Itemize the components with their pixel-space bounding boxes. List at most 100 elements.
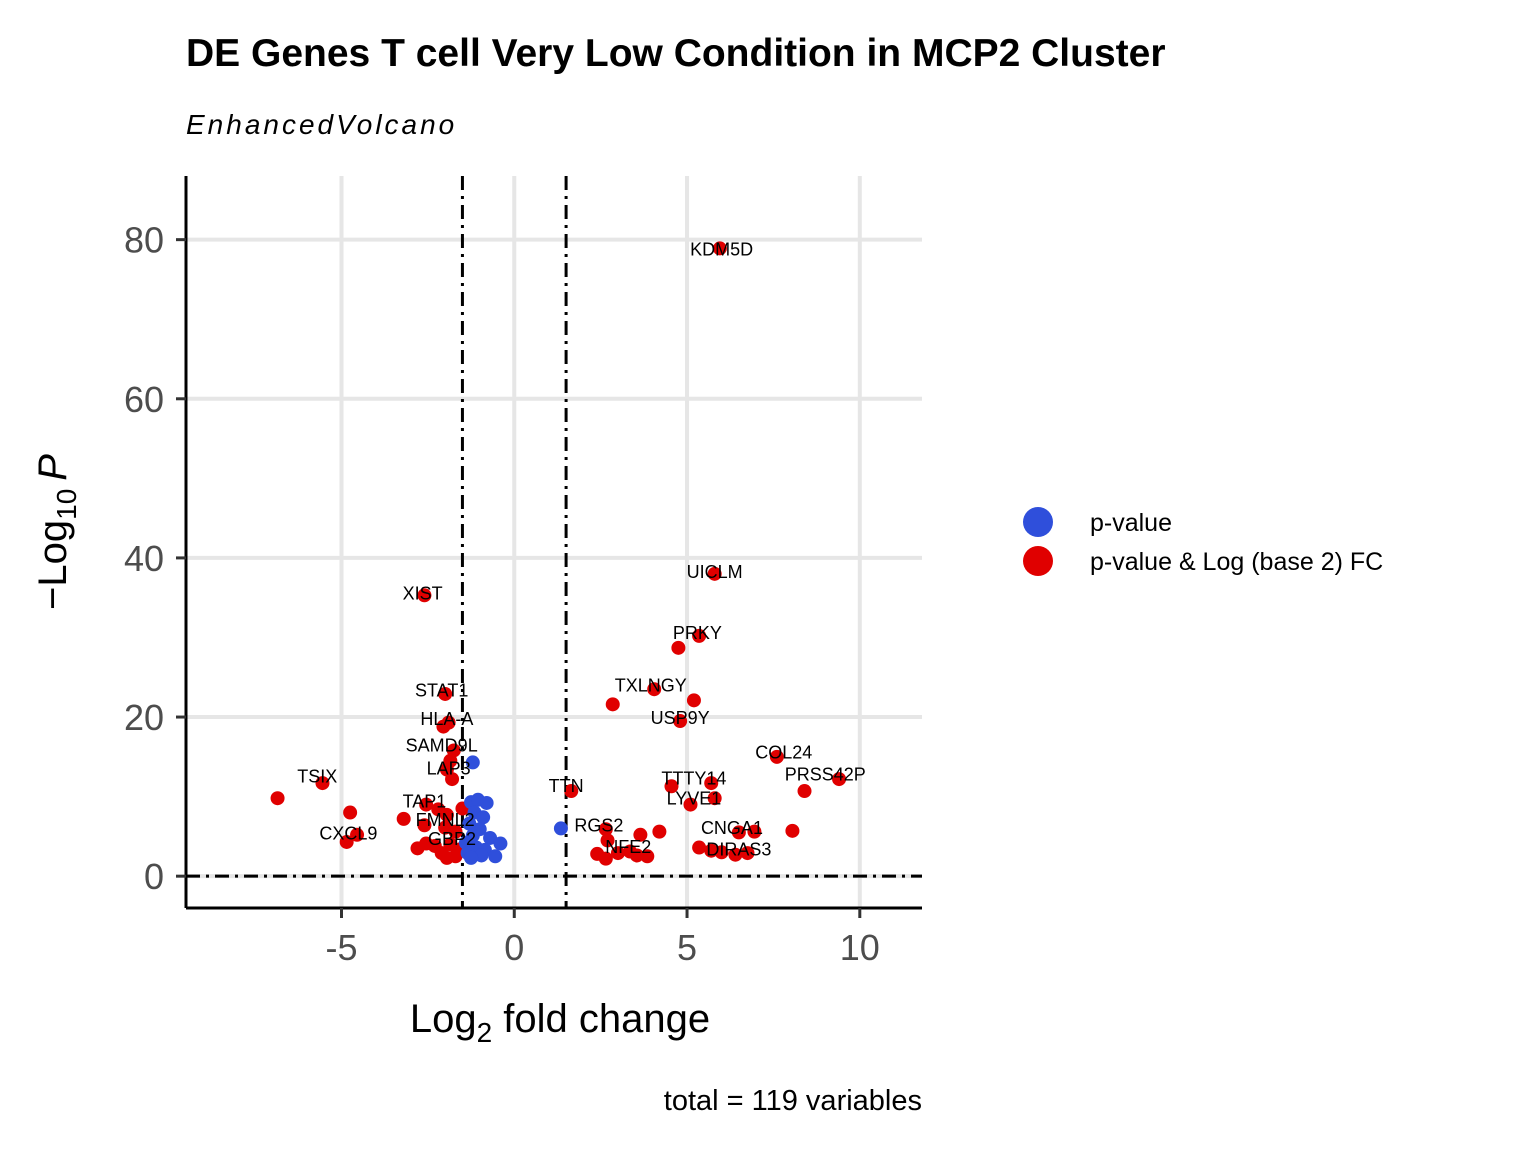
gene-labels: KDM5D UICLM XIST PRKY TXLNGY STAT1 USP9Y HLA-A S… — [297, 240, 865, 860]
data-point-both — [417, 818, 432, 833]
gene-label: TAP1 — [403, 792, 447, 812]
data-point-both — [707, 791, 722, 806]
gene-label: UICLM — [687, 562, 743, 582]
legend-label-pvalue-and-fc: p-value & Log (base 2) FC — [1090, 548, 1383, 576]
data-point-both — [673, 714, 688, 729]
chart-caption: total = 119 variables — [664, 1085, 922, 1117]
gene-label: NFE2 — [605, 837, 651, 857]
data-point-pvalue — [462, 816, 477, 831]
gene-label: GBP2 — [428, 829, 476, 849]
data-point-pvalue — [553, 821, 568, 836]
data-point-both — [683, 797, 698, 812]
gene-label: TTN — [549, 776, 584, 796]
data-point-both — [439, 850, 454, 865]
data-point-both — [419, 797, 434, 812]
data-point-both — [438, 686, 453, 701]
data-point-both — [797, 784, 812, 799]
data-point-both — [629, 848, 644, 863]
y-axis-title: −Log10P — [31, 454, 82, 610]
data-point-both — [652, 824, 667, 839]
data-point-both — [448, 824, 463, 839]
y-tick-label: 80 — [124, 220, 164, 261]
chart-subtitle: EnhancedVolcano — [186, 109, 457, 140]
data-point-both — [396, 811, 411, 826]
data-point-both — [712, 241, 727, 256]
legend-label-pvalue: p-value — [1090, 509, 1172, 537]
gene-label: SAMD9L — [406, 735, 478, 755]
data-point-pvalue — [479, 795, 494, 810]
x-tick-label: -5 — [325, 927, 357, 968]
gene-label: USP9Y — [651, 708, 710, 728]
gene-label: FMNL2 — [416, 810, 475, 830]
data-point-both — [600, 833, 615, 848]
legend: p-value p-value & Log (base 2) FC — [1023, 507, 1383, 576]
data-point-both — [315, 776, 330, 791]
y-tick-label: 0 — [144, 856, 164, 897]
data-point-pvalue — [465, 755, 480, 770]
legend-key-pvalue-and-fc — [1023, 546, 1053, 576]
data-point-both — [785, 823, 800, 838]
data-point-pvalue — [464, 850, 479, 865]
gene-label: CNGA1 — [701, 818, 763, 838]
gene-label: XIST — [403, 583, 443, 603]
data-point-both — [647, 682, 662, 697]
data-point-both — [598, 851, 613, 866]
data-point-pvalue — [488, 849, 503, 864]
gene-label: TSIX — [297, 766, 337, 786]
gene-label: PRKY — [673, 623, 722, 643]
data-point-both — [436, 719, 451, 734]
x-tick-label: 5 — [677, 927, 697, 968]
data-point-both — [339, 834, 354, 849]
y-tick-label: 20 — [124, 697, 164, 738]
y-tick-label: 40 — [124, 538, 164, 579]
data-point-both — [610, 846, 625, 861]
legend-key-pvalue — [1023, 507, 1053, 537]
data-point-both — [671, 640, 686, 655]
gene-label: COL24 — [755, 742, 812, 762]
x-axis-title: Log2 fold change — [410, 997, 710, 1048]
gene-label: DIRAS3 — [706, 839, 771, 859]
data-point-both — [747, 824, 762, 839]
gene-label: PRSS42P — [785, 765, 866, 785]
data-point-pvalue — [476, 810, 491, 825]
gene-label: LAP3 — [427, 758, 471, 778]
gene-label: RGS2 — [574, 816, 623, 836]
data-point-pvalue — [493, 836, 508, 851]
gene-label: CXCL9 — [319, 824, 377, 844]
data-point-both — [714, 845, 729, 860]
grid — [186, 176, 922, 908]
data-point-both — [692, 628, 707, 643]
gene-label: TXLNGY — [615, 676, 687, 696]
data-point-both — [664, 779, 679, 794]
axes: -5 0 5 10 0 20 40 60 80 — [124, 176, 922, 968]
data-point-both — [343, 805, 358, 820]
x-tick-label: 10 — [840, 927, 880, 968]
data-point-both — [686, 693, 701, 708]
data-point-both — [270, 791, 285, 806]
gene-label: KDM5D — [690, 240, 753, 260]
data-point-both — [740, 846, 755, 861]
data-point-both — [445, 772, 460, 787]
data-point-both — [731, 825, 746, 840]
x-tick-label: 0 — [504, 927, 524, 968]
data-point-both — [707, 566, 722, 581]
data-point-both — [564, 784, 579, 799]
data-point-both — [832, 772, 847, 787]
gene-label: HLA-A — [420, 709, 473, 729]
data-point-both — [704, 843, 719, 858]
data-point-pvalue — [483, 830, 498, 845]
data-point-both — [439, 807, 454, 822]
chart-title: DE Genes T cell Very Low Condition in MC… — [186, 32, 1166, 75]
cutoff-lines — [186, 176, 922, 908]
data-point-both — [598, 822, 613, 837]
data-point-both — [633, 827, 648, 842]
data-point-both — [728, 847, 743, 862]
y-tick-label: 60 — [124, 379, 164, 420]
data-point-both — [350, 827, 365, 842]
gene-label: LYVE1 — [667, 789, 722, 809]
data-point-both — [769, 749, 784, 764]
data-point-both — [704, 776, 719, 791]
data-point-both — [605, 697, 620, 712]
data-point-both — [417, 588, 432, 603]
